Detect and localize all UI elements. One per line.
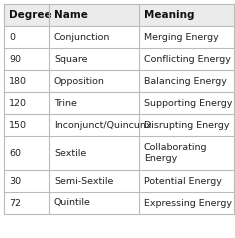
Text: 150: 150 [9, 120, 27, 129]
Text: 30: 30 [9, 177, 21, 185]
Text: Square: Square [54, 55, 87, 64]
Text: Meaning: Meaning [144, 10, 195, 20]
Text: Trine: Trine [54, 99, 77, 108]
Bar [4, 170, 234, 192]
Bar [4, 192, 234, 214]
Text: 120: 120 [9, 99, 27, 108]
Bar [4, 48, 234, 70]
Text: Conflicting Energy: Conflicting Energy [144, 55, 231, 64]
Text: Merging Energy: Merging Energy [144, 33, 219, 41]
Text: Balancing Energy: Balancing Energy [144, 76, 227, 85]
Text: Sextile: Sextile [54, 149, 86, 158]
Text: Semi-Sextile: Semi-Sextile [54, 177, 113, 185]
Text: Disrupting Energy: Disrupting Energy [144, 120, 230, 129]
Bar [4, 114, 234, 136]
Bar [4, 4, 234, 26]
Text: Inconjunct/Quincunx: Inconjunct/Quincunx [54, 120, 152, 129]
Text: 60: 60 [9, 149, 21, 158]
Text: Potential Energy: Potential Energy [144, 177, 222, 185]
Text: Conjunction: Conjunction [54, 33, 110, 41]
Text: Opposition: Opposition [54, 76, 105, 85]
Bar [4, 26, 234, 48]
Bar [4, 92, 234, 114]
Text: 180: 180 [9, 76, 27, 85]
Text: Expressing Energy: Expressing Energy [144, 198, 232, 208]
Text: 72: 72 [9, 198, 21, 208]
Text: Name: Name [54, 10, 88, 20]
Bar [4, 136, 234, 170]
Text: 90: 90 [9, 55, 21, 64]
Bar [4, 70, 234, 92]
Text: Degree: Degree [9, 10, 52, 20]
Text: Collaborating
Energy: Collaborating Energy [144, 143, 208, 163]
Text: Quintile: Quintile [54, 198, 91, 208]
Text: Supporting Energy: Supporting Energy [144, 99, 232, 108]
Text: 0: 0 [9, 33, 15, 41]
